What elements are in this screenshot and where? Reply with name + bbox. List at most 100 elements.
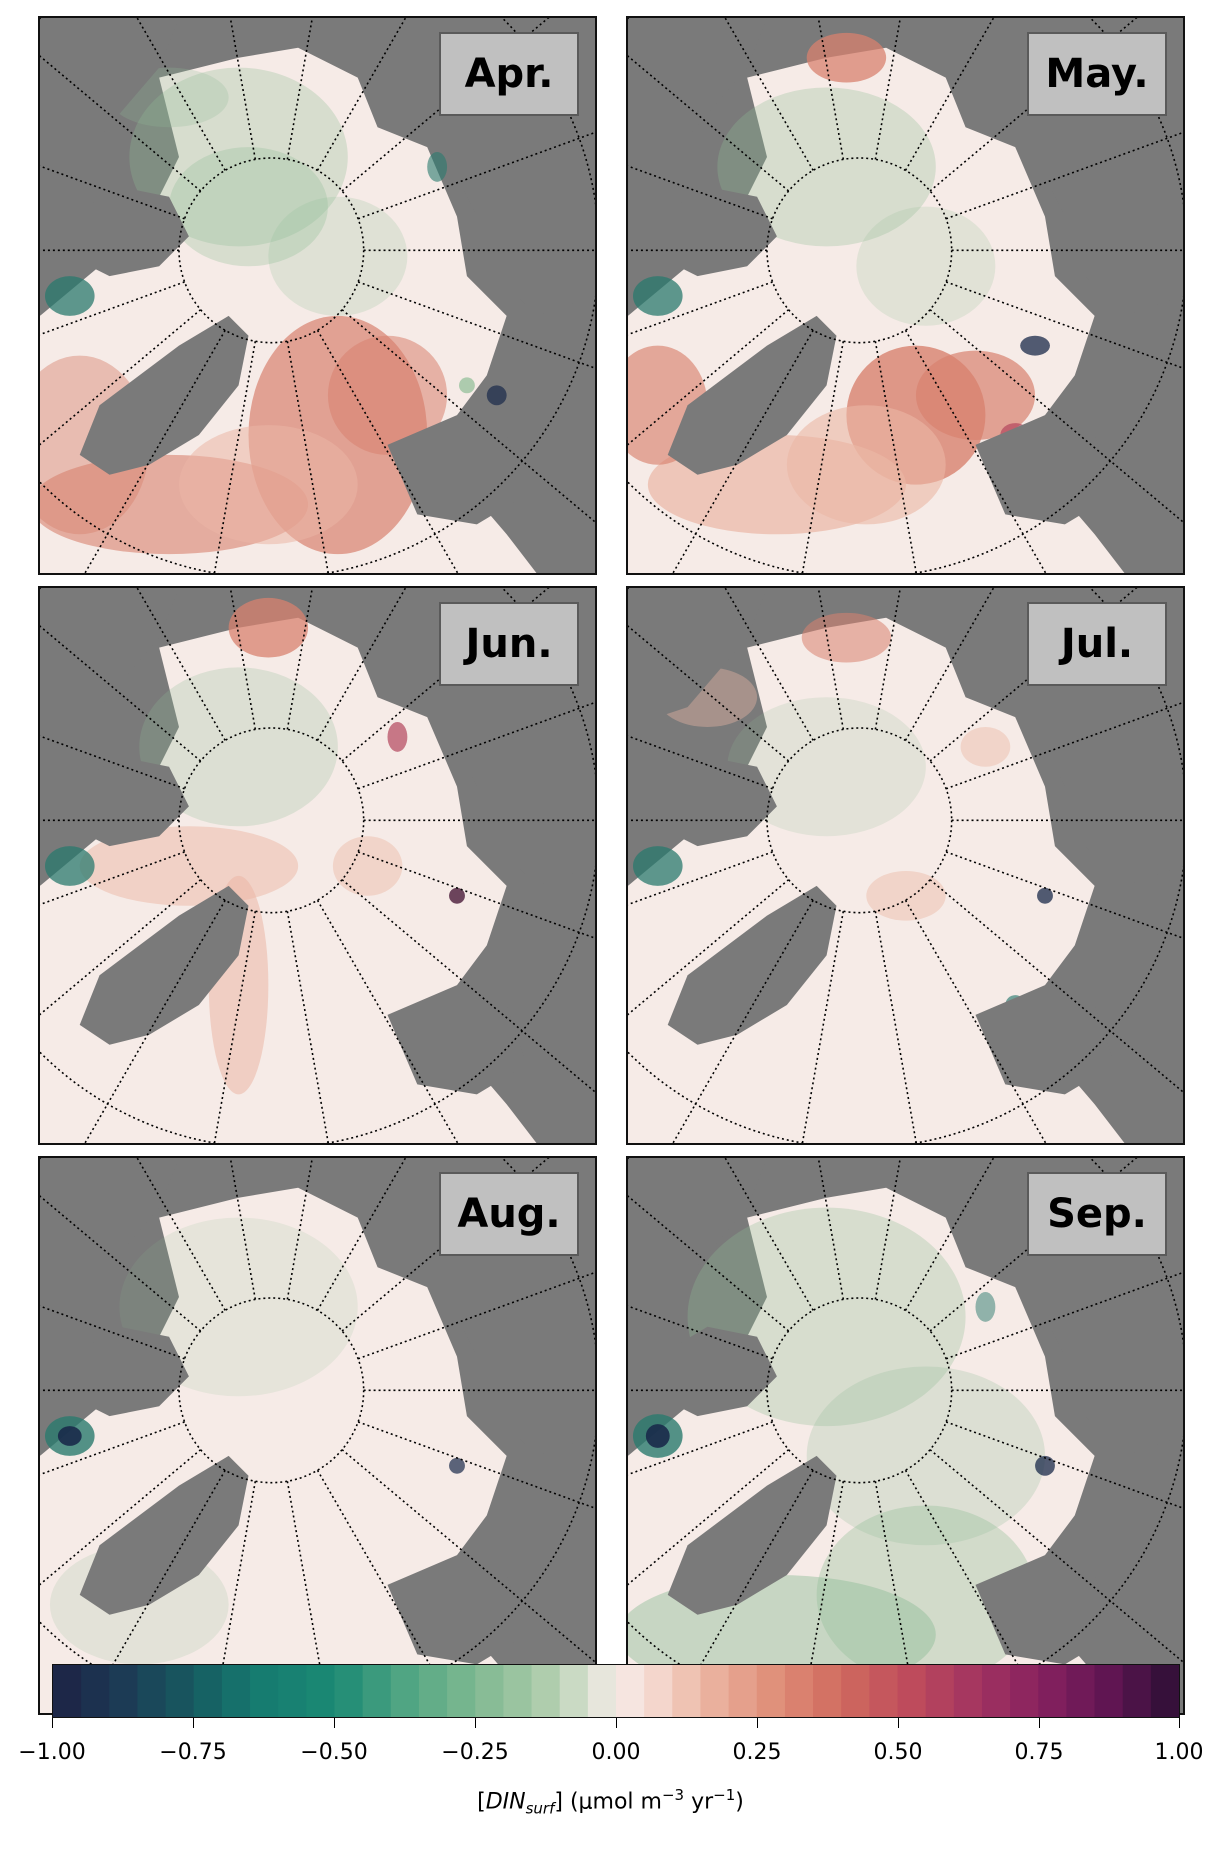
anomaly-field: [628, 32, 1050, 535]
map-panel-sep: Sep.: [626, 1156, 1185, 1715]
colorbar-segment: [616, 1665, 645, 1717]
colorbar-tick-mark: [757, 1718, 758, 1728]
anomaly-patch: [119, 1217, 358, 1397]
graticule: [628, 18, 1183, 573]
colorbar-tick-mark: [193, 1718, 194, 1728]
anomaly-patch: [139, 667, 338, 827]
colorbar-segment: [362, 1665, 392, 1717]
month-label: Aug.: [439, 1172, 579, 1256]
alaska: [628, 588, 767, 727]
greenland: [667, 315, 837, 475]
colorbar-segment: [1094, 1665, 1124, 1717]
colorbar-segment: [981, 1665, 1011, 1717]
label-part: ): [735, 1789, 744, 1815]
graticule: [40, 588, 595, 1143]
colorbar-segment: [390, 1665, 420, 1717]
label-exp: −3: [661, 1786, 685, 1804]
colorbar-segment: [1010, 1665, 1039, 1717]
colorbar-tick-mark: [475, 1718, 476, 1728]
colorbar-tick-label: −0.25: [441, 1740, 509, 1765]
anomaly-patch: [801, 612, 892, 663]
colorbar-segment: [334, 1665, 364, 1717]
alaska: [40, 1158, 179, 1297]
anomaly-patch: [44, 846, 95, 886]
anomaly-patch: [1020, 335, 1050, 356]
month-label: Apr.: [439, 32, 579, 116]
anomaly-patch: [645, 1424, 670, 1448]
colorbar-tick-label: −0.75: [159, 1740, 227, 1765]
scandinavia: [387, 985, 527, 1095]
greenland: [79, 1455, 249, 1615]
colorbar-segment: [221, 1665, 251, 1717]
colorbar-segment: [953, 1665, 983, 1717]
anomaly-field: [628, 1207, 1055, 1695]
alaska: [40, 18, 179, 157]
canadian-archipelago: [657, 756, 777, 847]
colorbar-segment: [559, 1665, 589, 1717]
anomaly-patch: [727, 697, 926, 837]
anomaly-patch: [228, 597, 309, 658]
canadian-archipelago: [69, 756, 189, 847]
scandinavia: [387, 415, 527, 525]
colorbar-tick-label: 0.75: [1014, 1740, 1064, 1765]
ocean-inlet: [40, 1416, 120, 1496]
colorbar-segment: [644, 1665, 673, 1717]
scandinavia: [975, 415, 1115, 525]
month-label: Jun.: [439, 602, 579, 686]
label-var: DIN: [485, 1789, 526, 1815]
scandinavia: [975, 1555, 1115, 1665]
anomaly-patch: [44, 276, 95, 316]
anomaly-patch: [327, 335, 448, 455]
anomaly-patch: [786, 405, 946, 525]
colorbar: [52, 1664, 1180, 1718]
graticule: [40, 18, 595, 573]
anomaly-patch: [486, 385, 507, 406]
anomaly-patch: [632, 846, 683, 886]
greenland: [667, 885, 837, 1045]
colorbar-segment: [925, 1665, 955, 1717]
map-panel-jul: Jul.: [626, 586, 1185, 1145]
label-part: [: [477, 1789, 486, 1815]
colorbar-segment: [869, 1665, 899, 1717]
greenland: [667, 1455, 837, 1615]
colorbar-segment: [81, 1665, 110, 1717]
map-panel-aug: Aug.: [38, 1156, 597, 1715]
anomaly-patch: [1037, 887, 1053, 904]
colorbar-segment: [587, 1665, 617, 1717]
anomaly-patch: [332, 836, 403, 896]
month-label: Jul.: [1027, 602, 1167, 686]
colorbar-gradient: [53, 1665, 1179, 1717]
colorbar-segment: [53, 1665, 82, 1717]
colorbar-tick-label: 0.25: [732, 1740, 782, 1765]
graticule: [40, 1158, 595, 1713]
canadian-archipelago: [657, 186, 777, 277]
greenland: [79, 885, 249, 1045]
colorbar-axis-label: [DINsurf] (μmol m−3 yr−1): [0, 1786, 1221, 1818]
anomaly-patch: [169, 147, 328, 267]
anomaly-patch: [458, 377, 475, 394]
anomaly-patch: [449, 887, 465, 904]
colorbar-tick-mark: [52, 1718, 53, 1728]
anomaly-patch: [57, 1426, 82, 1446]
colorbar-segment: [193, 1665, 223, 1717]
colorbar-tick-mark: [616, 1718, 617, 1728]
map-panel-jun: Jun.: [38, 586, 597, 1145]
map-panel-apr: Apr.: [38, 16, 597, 575]
ocean-inlet: [628, 276, 708, 356]
colorbar-tick-mark: [1179, 1718, 1180, 1728]
alaska: [40, 588, 179, 727]
canadian-archipelago: [657, 1326, 777, 1417]
ocean-inlet: [40, 276, 120, 356]
colorbar-segment: [475, 1665, 504, 1717]
alaska: [628, 1158, 767, 1297]
colorbar-segment: [447, 1665, 476, 1717]
anomaly-patch: [129, 67, 348, 247]
anomaly-patch: [717, 87, 936, 247]
canadian-archipelago: [69, 186, 189, 277]
greenland: [79, 315, 249, 475]
anomaly-patch: [866, 870, 946, 921]
anomaly-patch: [387, 722, 408, 752]
colorbar-segment: [137, 1665, 167, 1717]
scandinavia: [387, 1555, 527, 1665]
colorbar-tick-label: 0.50: [873, 1740, 923, 1765]
